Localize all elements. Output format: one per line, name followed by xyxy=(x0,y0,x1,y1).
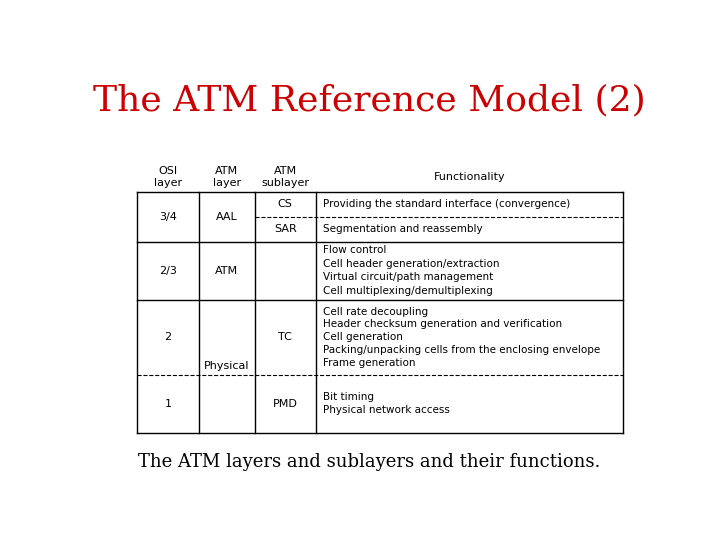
Text: Segmentation and reassembly: Segmentation and reassembly xyxy=(323,224,482,234)
Text: CS: CS xyxy=(278,199,293,209)
Text: ATM: ATM xyxy=(215,266,238,275)
Text: OSI
layer: OSI layer xyxy=(154,166,182,188)
Text: 2/3: 2/3 xyxy=(159,266,177,275)
Text: 2: 2 xyxy=(165,332,171,342)
Text: Providing the standard interface (convergence): Providing the standard interface (conver… xyxy=(323,199,570,209)
Text: Physical: Physical xyxy=(204,361,249,372)
Text: 3/4: 3/4 xyxy=(159,212,177,221)
Text: PMD: PMD xyxy=(273,399,298,409)
Text: Flow control
Cell header generation/extraction
Virtual circuit/path management
C: Flow control Cell header generation/extr… xyxy=(323,245,499,296)
Text: 1: 1 xyxy=(165,399,171,409)
Text: The ATM layers and sublayers and their functions.: The ATM layers and sublayers and their f… xyxy=(138,453,600,471)
Text: SAR: SAR xyxy=(274,224,297,234)
Text: The ATM Reference Model (2): The ATM Reference Model (2) xyxy=(93,83,645,117)
Text: Functionality: Functionality xyxy=(433,172,505,182)
Text: Bit timing
Physical network access: Bit timing Physical network access xyxy=(323,392,449,415)
Text: ATM
layer: ATM layer xyxy=(212,166,240,188)
Text: Cell rate decoupling
Header checksum generation and verification
Cell generation: Cell rate decoupling Header checksum gen… xyxy=(323,307,600,368)
Text: TC: TC xyxy=(279,332,292,342)
Text: ATM
sublayer: ATM sublayer xyxy=(261,166,310,188)
Text: AAL: AAL xyxy=(216,212,238,221)
